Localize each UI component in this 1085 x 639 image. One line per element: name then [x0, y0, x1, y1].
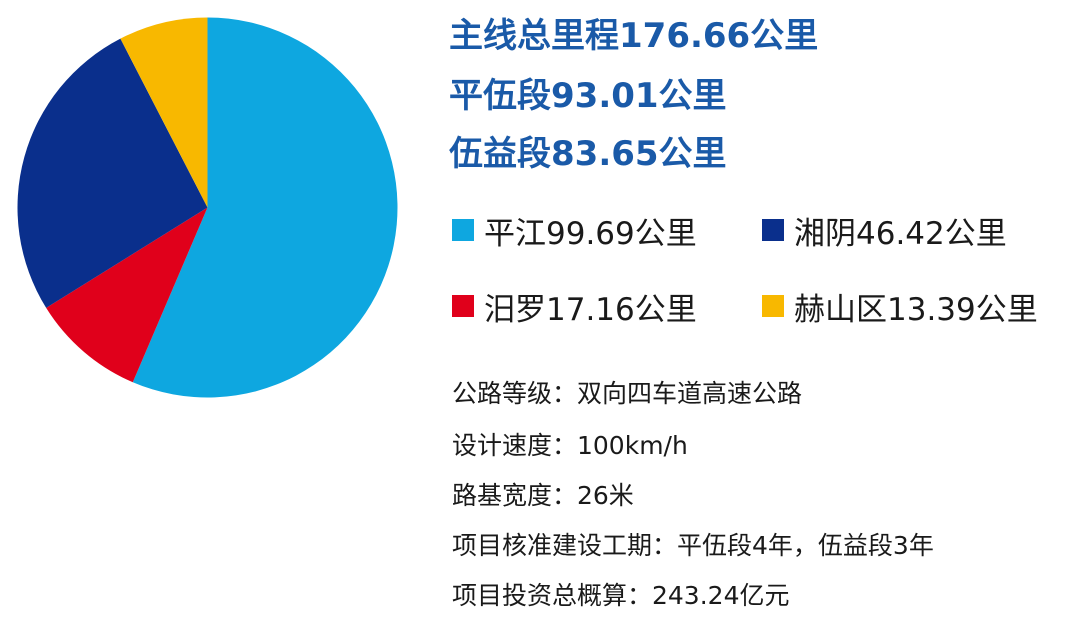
legend-swatch-xiangyin: [762, 219, 784, 241]
pie-chart: [17, 17, 398, 398]
legend-item-pingjiang: 平江99.69公里: [452, 210, 697, 252]
legend-label-heshan: 赫山区13.39公里: [794, 291, 1038, 328]
pie-slice-湘阴: [17, 38, 208, 308]
spec-design-speed: 设计速度：100km/h: [452, 431, 688, 460]
pie-slice-赫山区: [120, 17, 208, 208]
legend-swatch-heshan: [762, 295, 784, 317]
legend-swatch-pingjiang: [452, 219, 474, 241]
pingwu-segment-heading: 平伍段93.01公里: [449, 76, 727, 116]
legend-label-miluo: 汨罗17.16公里: [484, 291, 697, 328]
pie-slice-汨罗: [46, 207, 208, 383]
legend-swatch-miluo: [452, 295, 474, 317]
spec-road-grade: 公路等级：双向四车道高速公路: [452, 379, 803, 408]
legend-item-miluo: 汨罗17.16公里: [452, 286, 697, 328]
legend-label-pingjiang: 平江99.69公里: [484, 215, 697, 252]
spec-construction-period: 项目核准建设工期：平伍段4年，伍益段3年: [452, 531, 934, 560]
legend-label-xiangyin: 湘阴46.42公里: [794, 215, 1007, 252]
spec-total-investment: 项目投资总概算：243.24亿元: [452, 581, 790, 610]
wuyi-segment-heading: 伍益段83.65公里: [449, 134, 727, 174]
spec-roadbed-width: 路基宽度：26米: [452, 481, 634, 510]
legend-item-xiangyin: 湘阴46.42公里: [762, 210, 1007, 252]
legend-item-heshan: 赫山区13.39公里: [762, 286, 1038, 328]
total-mileage-heading: 主线总里程176.66公里: [449, 16, 819, 56]
pie-slice-平江: [132, 17, 398, 398]
